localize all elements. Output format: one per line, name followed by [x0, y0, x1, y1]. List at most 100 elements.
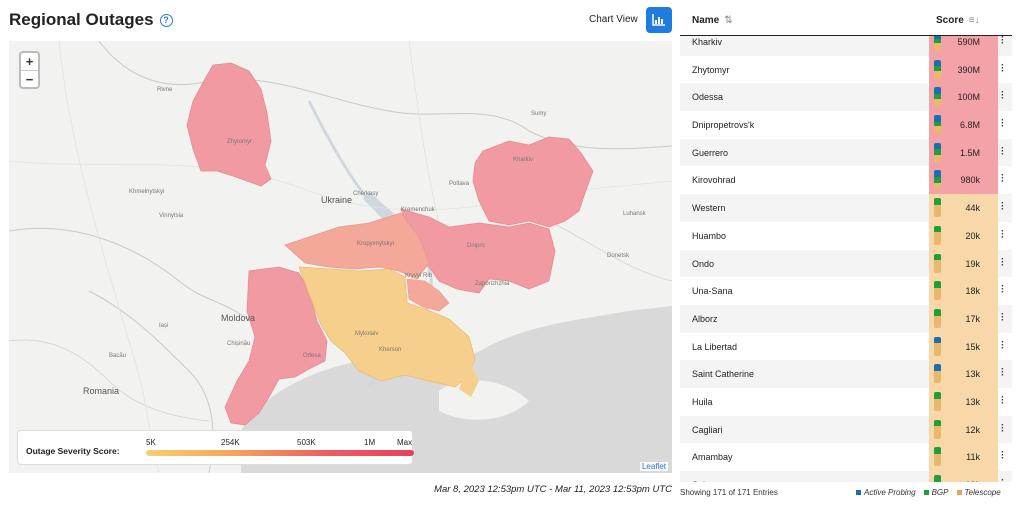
row-menu-icon[interactable]: ···: [1001, 170, 1005, 188]
bgp-segment: [934, 198, 941, 205]
map-label-kharkiv: Kharkiv: [513, 157, 534, 163]
score-cell: 10k: [929, 471, 998, 482]
table-row[interactable]: Alborz 17k · · ·: [680, 304, 1012, 333]
zoom-out-button[interactable]: −: [21, 70, 38, 87]
row-menu-icon[interactable]: ···: [1001, 142, 1005, 160]
row-menu-icon[interactable]: ···: [1001, 281, 1005, 299]
region-kharkiv: [472, 136, 594, 228]
map-label-moldova: Moldova: [221, 313, 256, 323]
chart-view-label: Chart View: [589, 14, 638, 25]
row-score: 390M: [957, 64, 980, 75]
table-row[interactable]: Cagliari 12k · · ·: [680, 415, 1012, 444]
active-probing-segment: [934, 142, 941, 150]
table-row[interactable]: Odessa 100M · · ·: [680, 83, 1012, 112]
map-label-donetsk: Donetsk: [607, 253, 630, 259]
sort-descending-icon[interactable]: ≡↓: [968, 15, 980, 26]
score-cell: 6.8M: [929, 111, 998, 139]
row-menu-icon[interactable]: ···: [1001, 391, 1005, 409]
table-row[interactable]: Saint Catherine 13k · · ·: [680, 360, 1012, 388]
sort-icon[interactable]: ⇅: [724, 15, 733, 26]
table-row[interactable]: Western 44k · · ·: [680, 194, 1012, 222]
row-name: Alborz: [692, 313, 718, 324]
map-label-kherson: Kherson: [379, 347, 402, 353]
row-name: Zhytomyr: [692, 64, 730, 75]
table-row[interactable]: Guerrero 1.5M · · ·: [680, 138, 1012, 167]
row-menu-icon[interactable]: ···: [1001, 225, 1005, 243]
zoom-in-button[interactable]: +: [25, 54, 34, 69]
row-menu-icon[interactable]: ···: [1001, 336, 1005, 354]
bgp-segment: [934, 225, 941, 233]
table-row[interactable]: Zhytomyr 390M · · ·: [680, 55, 1012, 84]
score-cell: 13k: [929, 387, 998, 416]
row-name: Una-Sana: [692, 286, 733, 297]
map-label-luhansk: Luhansk: [623, 211, 646, 217]
table-row[interactable]: La Libertad 15k · · ·: [680, 332, 1012, 361]
row-menu-icon[interactable]: ···: [1001, 87, 1005, 105]
row-name: Cagliari: [692, 424, 723, 435]
row-score: 19k: [965, 258, 980, 269]
map-label-romania: Romania: [83, 386, 120, 396]
source-stack-bar: [934, 308, 941, 328]
row-name: Ondo: [692, 258, 715, 269]
row-menu-icon[interactable]: ···: [1001, 59, 1005, 77]
table-row[interactable]: Huila 13k · · ·: [680, 387, 1012, 416]
help-icon[interactable]: ?: [159, 13, 173, 27]
row-menu-icon[interactable]: ···: [1001, 475, 1005, 483]
table-row[interactable]: Ondo 19k · · ·: [680, 249, 1012, 278]
source-stack-bar: [934, 419, 941, 439]
row-menu-icon[interactable]: ···: [1001, 253, 1005, 271]
map-label-kryvyi-rih: Kryvyi Rih: [405, 273, 433, 279]
score-cell: 19k: [929, 249, 998, 278]
region-zhytomyr: [186, 62, 272, 187]
severity-legend: Outage Severity Score: 5K 254K 503K 1M M…: [17, 430, 414, 465]
row-menu-icon[interactable]: ···: [1001, 198, 1005, 216]
active-probing-segment: [934, 336, 941, 344]
column-header-score[interactable]: Score ≡↓: [936, 15, 980, 26]
row-menu-icon[interactable]: ···: [1001, 364, 1005, 382]
source-stack-bar: [934, 198, 941, 218]
page-title: Regional Outages ?: [9, 10, 173, 30]
row-menu-icon[interactable]: ···: [1001, 115, 1005, 133]
map-label-dnipro: Dnipro: [467, 243, 485, 249]
legend-label: Outage Severity Score:: [26, 446, 120, 456]
bgp-segment: [934, 391, 941, 399]
column-header-name[interactable]: Name ⇅: [692, 15, 733, 26]
row-menu-icon[interactable]: ···: [1001, 419, 1005, 437]
table-row[interactable]: Kirovohrad 980k · · ·: [680, 166, 1012, 195]
chart-view-button[interactable]: [646, 7, 672, 33]
map-label-ukraine: Ukraine: [321, 195, 353, 205]
source-key-label: BGP: [931, 488, 949, 497]
map-label-kropyvnytskyi: Kropyvnytskyi: [357, 241, 395, 247]
table-body[interactable]: Kharkiv 590M · · · Zhytomyr 390M · · · Odessa 100M ·…: [680, 36, 1012, 482]
row-score: 12k: [965, 424, 980, 435]
bgp-segment: [934, 475, 941, 482]
table-row[interactable]: Una-Sana 18k · · ·: [680, 277, 1012, 305]
source-key: Active Probing: [856, 488, 916, 497]
table-row[interactable]: Salta 10k ···: [680, 471, 1012, 482]
row-menu-icon[interactable]: ···: [1001, 447, 1005, 465]
bgp-segment: [934, 94, 941, 99]
region-kirovohrad: [284, 212, 430, 280]
table-row[interactable]: Dnipropetrovs'k 6.8M · · ·: [680, 111, 1012, 139]
source-legend: Active Probing BGP Telescope: [856, 488, 1001, 497]
leaflet-attribution-link[interactable]: Leaflet: [639, 462, 668, 471]
row-menu-icon[interactable]: ···: [1001, 36, 1005, 49]
bgp-segment: [934, 121, 941, 127]
source-key-label: Telescope: [964, 488, 1001, 497]
row-menu-icon[interactable]: ···: [1001, 308, 1005, 326]
row-name: Amambay: [692, 452, 733, 463]
bgp-segment: [934, 66, 941, 72]
row-score: 44k: [965, 203, 980, 214]
table-row[interactable]: Amambay 11k · · ·: [680, 443, 1012, 471]
row-name: Kirovohrad: [692, 175, 736, 186]
bgp-segment: [934, 253, 941, 261]
table-row[interactable]: Kharkiv 590M · · ·: [680, 36, 1012, 56]
outage-map[interactable]: + − Ukraine Moldova Romania Zhytomyr Kha…: [9, 41, 672, 473]
source-stack-bar: [934, 36, 941, 51]
page-title-text: Regional Outages: [9, 10, 154, 29]
date-range: Mar 8, 2023 12:53pm UTC - Mar 11, 2023 1…: [434, 484, 672, 495]
map-label-rivne: Rivne: [157, 87, 173, 93]
table-row[interactable]: Huambo 20k · · ·: [680, 221, 1012, 250]
source-stack-bar: [934, 364, 941, 384]
